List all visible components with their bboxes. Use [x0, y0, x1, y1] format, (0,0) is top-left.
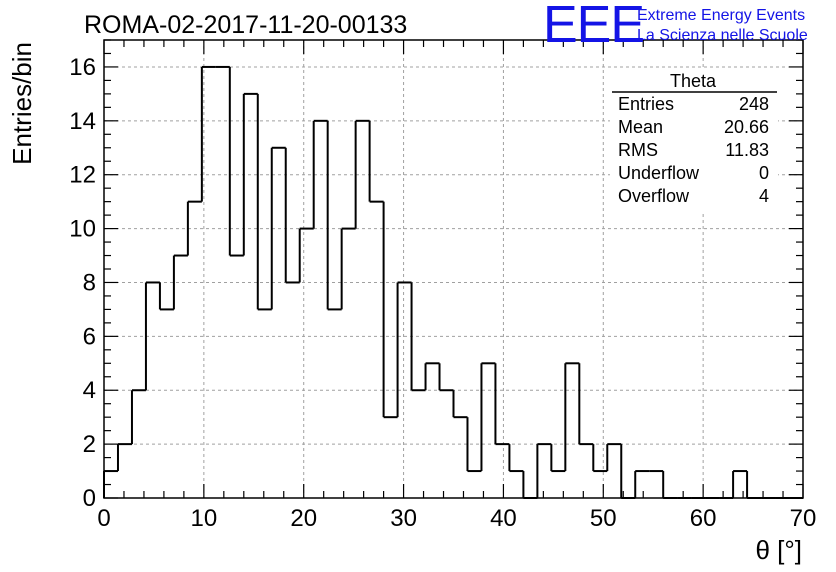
y-tick-labels: 0 2 4 6 8 10 12 14 16 — [69, 54, 96, 512]
y-tick-label: 4 — [83, 377, 96, 404]
chart-title: ROMA-02-2017-11-20-00133 — [84, 11, 407, 39]
x-axis-title: θ [°] — [755, 535, 802, 565]
stats-value-mean: 20.66 — [724, 117, 769, 137]
stats-box-title: Theta — [670, 71, 717, 91]
grid-lines — [104, 40, 803, 498]
stats-box: Theta Entries 248 Mean 20.66 RMS 11.83 U… — [610, 70, 778, 212]
stats-value-entries: 248 — [739, 94, 769, 114]
logo-line-1: Extreme Energy Events — [637, 7, 805, 24]
stats-label-mean: Mean — [618, 117, 663, 137]
stats-value-underflow: 0 — [759, 163, 769, 183]
y-tick-label: 14 — [69, 108, 96, 135]
histogram-series — [103, 65, 803, 499]
y-axis-title: Entries/bin — [7, 42, 37, 165]
x-tick-label: 30 — [390, 505, 417, 532]
y-tick-label: 12 — [69, 162, 96, 189]
eee-logo: EEE Extreme Energy Events La Scienza nel… — [543, 0, 808, 54]
stats-label-entries: Entries — [618, 94, 674, 114]
y-tick-label: 16 — [69, 54, 96, 81]
x-tick-label: 70 — [790, 505, 817, 532]
x-tick-label: 40 — [490, 505, 517, 532]
y-tick-label: 0 — [83, 485, 96, 512]
x-tick-label: 50 — [590, 505, 617, 532]
y-tick-label: 2 — [83, 431, 96, 458]
y-tick-label: 10 — [69, 216, 96, 243]
x-tick-label: 60 — [690, 505, 717, 532]
x-tick-label: 20 — [290, 505, 317, 532]
stats-box-background — [610, 70, 778, 212]
x-tick-label: 10 — [191, 505, 218, 532]
stats-value-overflow: 4 — [759, 186, 769, 206]
y-tick-label: 8 — [83, 269, 96, 296]
stats-value-rms: 11.83 — [725, 140, 769, 160]
stats-label-underflow: Underflow — [618, 163, 700, 183]
logo-mark: EEE — [543, 0, 644, 54]
x-tick-labels: 0 10 20 30 40 50 60 70 — [97, 505, 816, 532]
x-tick-label: 0 — [97, 505, 110, 532]
logo-line-2: La Scienza nelle Scuole — [637, 27, 808, 44]
stats-label-rms: RMS — [618, 140, 658, 160]
stats-label-overflow: Overflow — [618, 186, 690, 206]
axis-ticks — [103, 39, 804, 499]
y-tick-label: 6 — [83, 323, 96, 350]
